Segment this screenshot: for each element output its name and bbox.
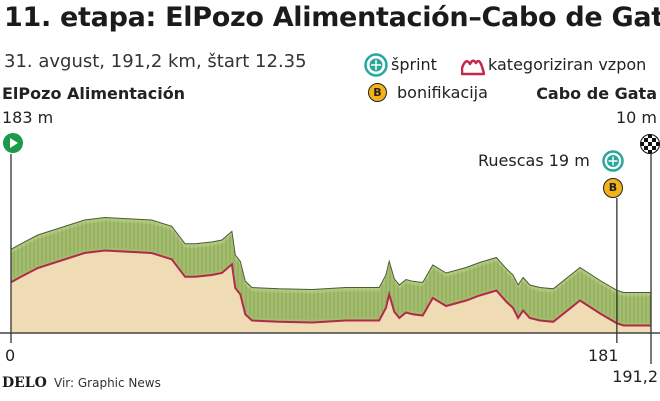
start-name: ElPozo Alimentación: [2, 84, 186, 103]
start-altitude: 183 m: [2, 108, 54, 127]
x-tick-label-181: 181: [588, 346, 619, 365]
start-flag-icon: [3, 133, 23, 153]
sprint-icon: [364, 53, 388, 77]
finish-flag-icon: [640, 134, 660, 154]
bonus-icon: B: [368, 83, 387, 102]
finish-name: Cabo de Gata: [536, 84, 657, 103]
footer-source: Vir: Graphic News: [54, 376, 161, 390]
profile-outline: [10, 216, 651, 293]
finish-altitude: 10 m: [615, 108, 657, 127]
x-tick-label-191: 191,2: [612, 367, 658, 386]
footer-brand-logo: DELO: [2, 375, 47, 391]
climb-icon: [461, 59, 485, 76]
page-title: 11. etapa: ElPozo Alimentación–Cabo de G…: [4, 2, 660, 33]
sprint-marker-icon: [602, 150, 624, 172]
bonus-marker-letter: B: [608, 181, 618, 194]
x-tick-label-0: 0: [5, 346, 16, 365]
profile-top-band: [11, 217, 651, 326]
legend-sprint-label: šprint: [391, 55, 437, 74]
profile-area: [11, 250, 651, 333]
legend-climb-label: kategoriziran vzpon: [488, 55, 647, 74]
legend-bonus-label: bonifikacija: [397, 83, 488, 102]
sprint-point-label: Ruescas 19 m: [478, 151, 590, 170]
page-subtitle: 31. avgust, 191,2 km, štart 12.35: [4, 51, 307, 72]
profile-road-line: [10, 249, 651, 327]
bonus-icon-letter: B: [373, 86, 382, 99]
bonus-marker-icon: B: [603, 178, 623, 198]
profile-verticals: [13, 219, 651, 323]
